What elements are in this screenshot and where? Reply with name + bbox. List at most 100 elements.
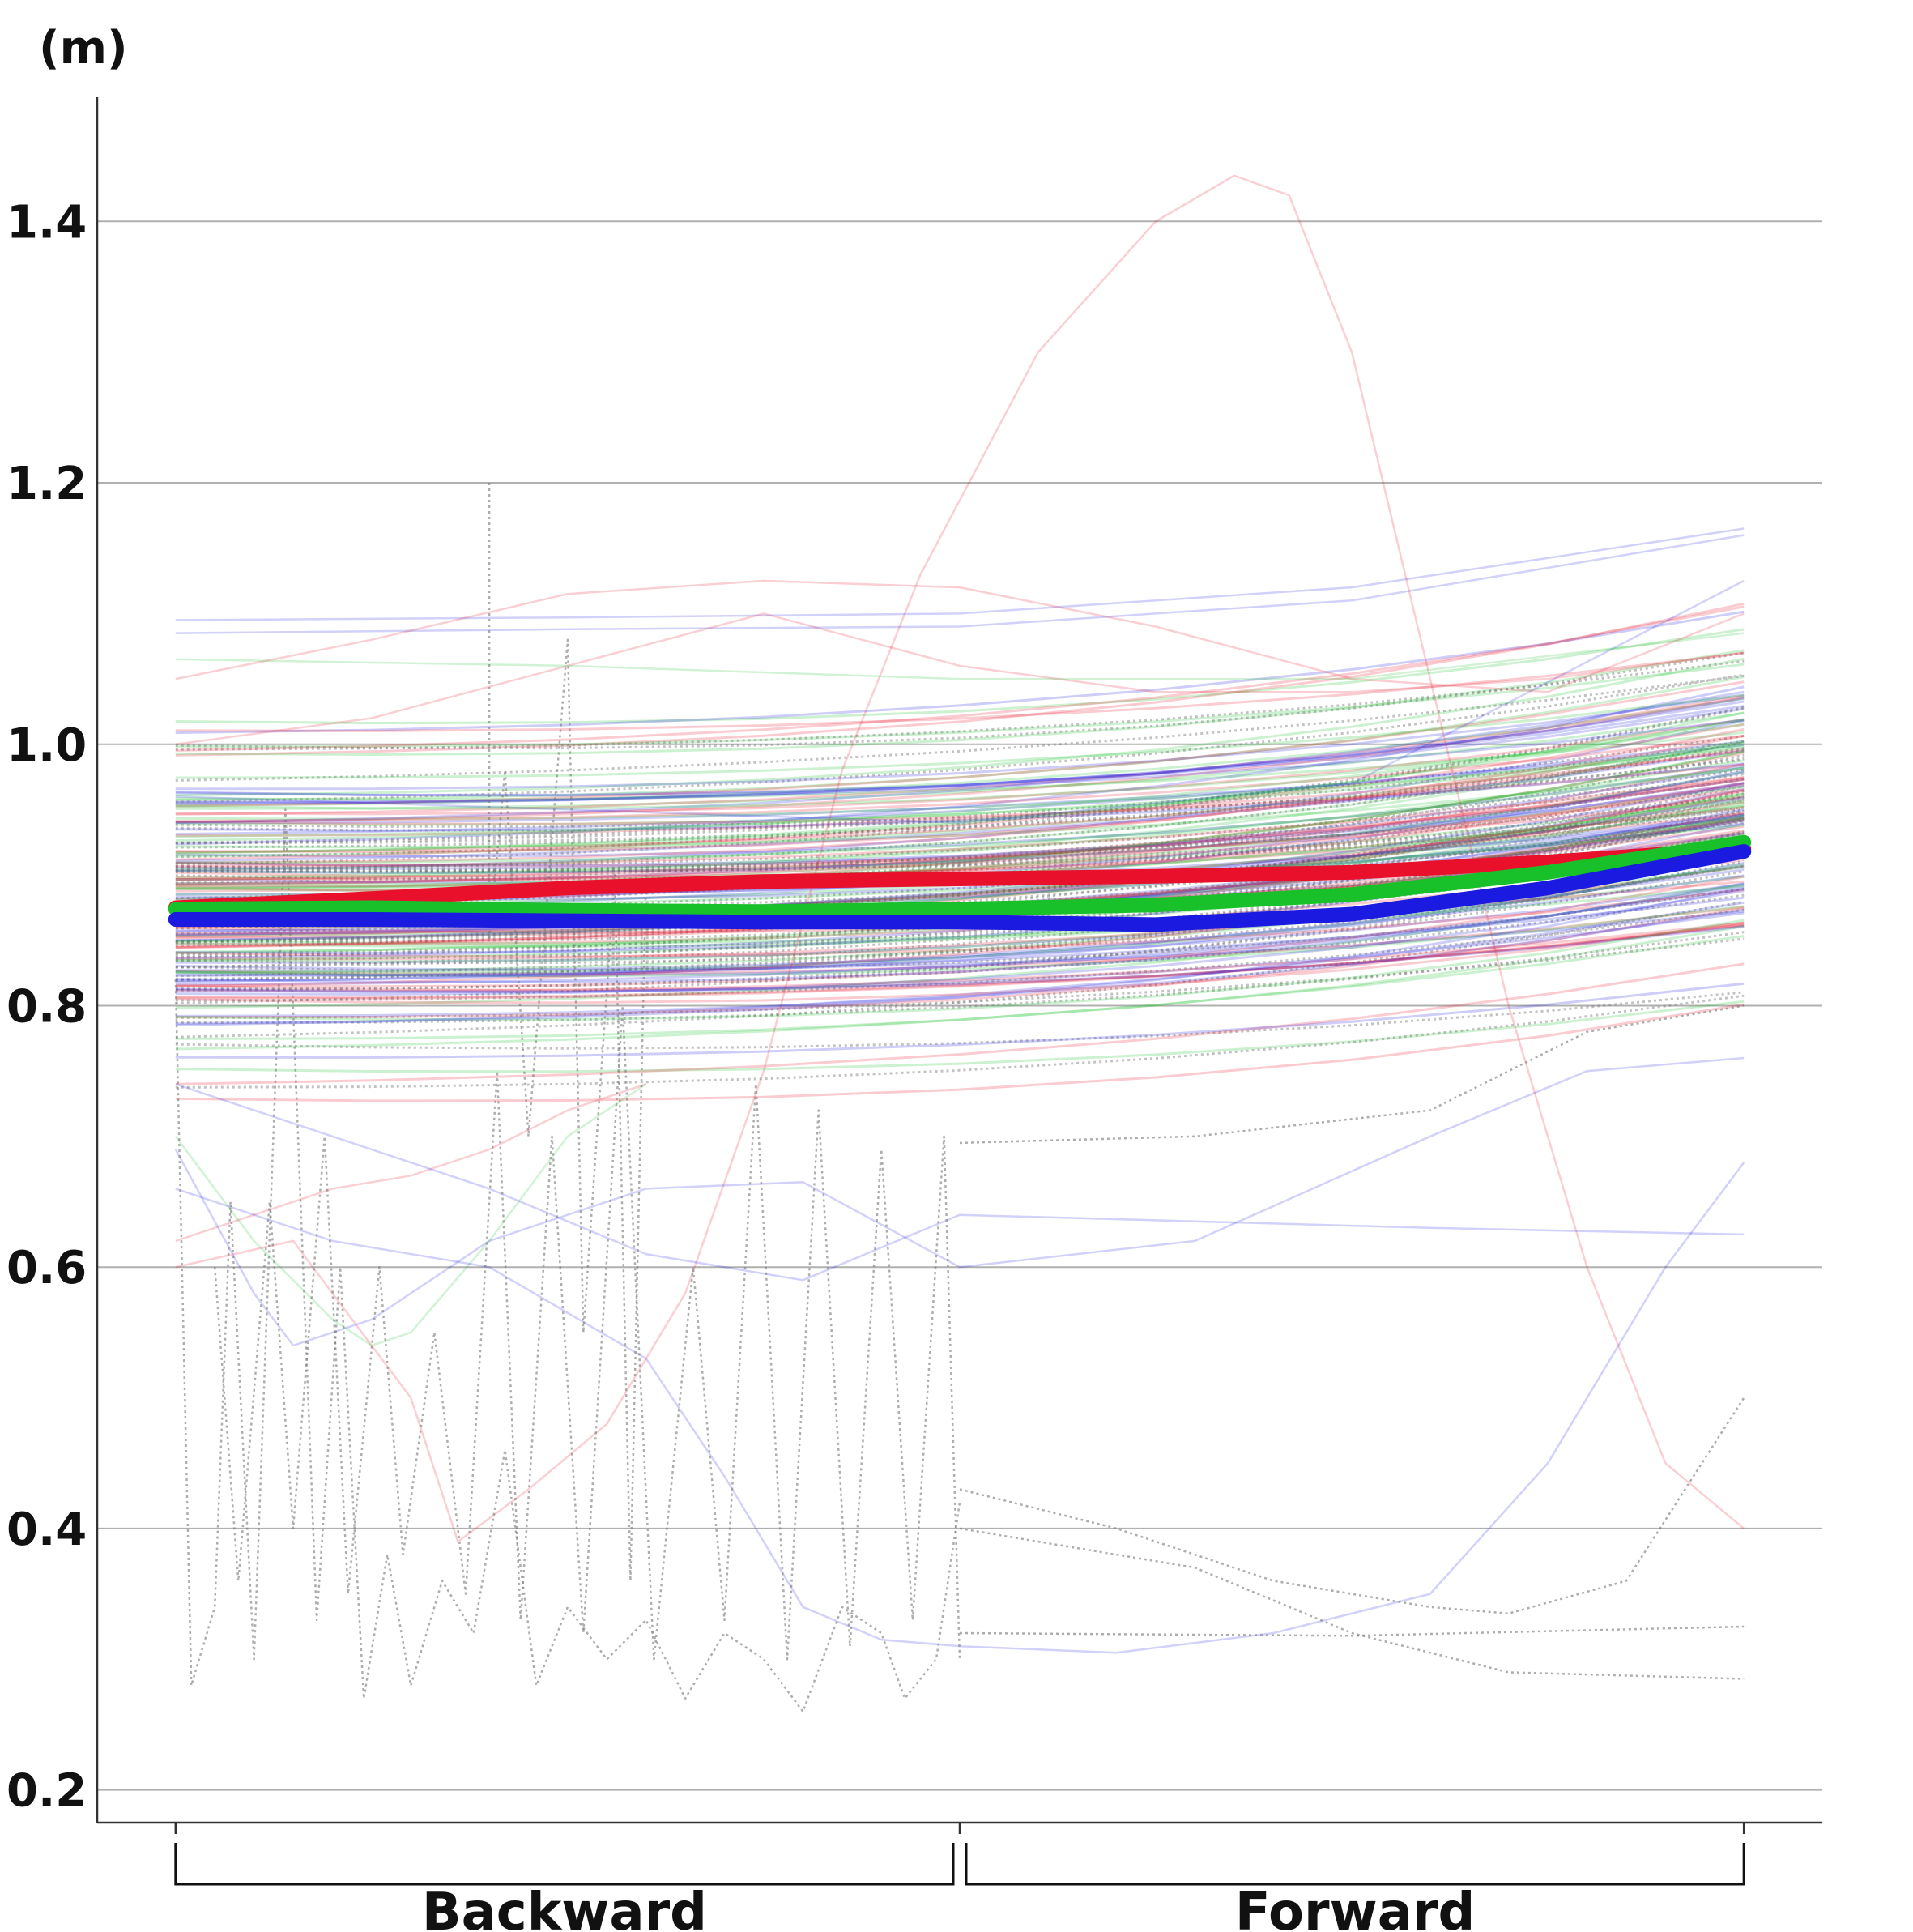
band-trace-183	[175, 798, 1745, 942]
y-tick-label-1: 0.4	[6, 1503, 87, 1556]
band-trace-111	[175, 758, 1745, 829]
band-trace-38	[175, 910, 1745, 971]
band-trace-168	[175, 651, 1745, 732]
band-trace-210	[175, 982, 1745, 1059]
band-trace-24	[175, 812, 1745, 879]
trace-18	[213, 1004, 961, 1661]
trace-6	[175, 1083, 647, 1243]
band-trace-126	[175, 864, 1745, 983]
band-trace-75	[175, 812, 1745, 872]
band-trace-107	[175, 777, 1745, 870]
phase-label-1: Forward	[1235, 1883, 1475, 1932]
band-trace-28	[175, 923, 1745, 1000]
mean-lines	[168, 834, 1752, 932]
band-trace-143	[175, 908, 1745, 1002]
band-trace-1	[175, 740, 1745, 879]
band-trace-189	[175, 885, 1745, 945]
trace-13	[959, 1397, 1745, 1615]
band-trace-208	[175, 962, 1745, 1085]
y-tick-label-4: 1.0	[6, 719, 87, 772]
band-trace-200	[175, 778, 1745, 881]
band-trace-158	[175, 762, 1745, 832]
band-trace-6	[175, 882, 1745, 972]
band-trace-176	[175, 788, 1745, 885]
band-trace-31	[175, 848, 1745, 957]
band-trace-66	[175, 744, 1745, 825]
band-trace-179	[175, 790, 1745, 945]
band-trace-209	[175, 766, 1745, 864]
band-trace-97	[175, 905, 1745, 978]
band-trace-162	[175, 700, 1745, 804]
band-trace-43	[175, 748, 1745, 844]
band-trace-29	[175, 676, 1745, 801]
band-trace-187	[175, 651, 1745, 750]
band-trace-93	[175, 711, 1745, 854]
band-trace-175	[175, 931, 1745, 1024]
trace-band	[175, 602, 1745, 1102]
band-trace-55	[175, 757, 1745, 849]
band-trace-191	[175, 741, 1745, 872]
band-trace-155	[175, 991, 1745, 1050]
band-trace-127	[175, 893, 1745, 990]
individual-traces	[174, 174, 1745, 1713]
band-trace-86	[175, 705, 1745, 805]
trace-4	[175, 612, 1745, 746]
trace-10	[174, 1056, 1745, 1347]
band-trace-87	[175, 706, 1745, 866]
band-trace-133	[175, 731, 1745, 801]
band-trace-94	[175, 778, 1745, 867]
band-trace-120	[175, 734, 1745, 854]
trace-9	[175, 1083, 1745, 1282]
band-trace-5	[175, 711, 1745, 810]
band-trace-52	[175, 906, 1745, 975]
band-trace-53	[175, 875, 1745, 949]
grid-lines	[97, 220, 1822, 1791]
band-trace-160	[175, 889, 1745, 958]
mean-line-0	[168, 841, 1752, 915]
band-trace-84	[175, 749, 1745, 838]
band-trace-76	[175, 778, 1745, 881]
band-trace-59	[175, 768, 1745, 868]
band-trace-144	[175, 806, 1745, 881]
band-trace-60	[175, 694, 1745, 816]
band-trace-193	[175, 743, 1745, 838]
band-trace-147	[175, 747, 1745, 832]
band-trace-58	[175, 749, 1745, 863]
trace-17	[174, 808, 961, 1713]
band-trace-205	[175, 723, 1745, 810]
band-trace-125	[175, 649, 1745, 757]
band-trace-48	[175, 723, 1745, 861]
band-trace-67	[175, 870, 1745, 1004]
band-trace-47	[175, 792, 1745, 881]
trace-0	[175, 527, 1745, 621]
band-trace-105	[175, 935, 1745, 1051]
band-trace-73	[175, 1000, 1745, 1073]
band-trace-88	[175, 776, 1745, 886]
band-trace-201	[175, 719, 1745, 842]
band-trace-92	[175, 906, 1745, 1019]
trace-15	[959, 1625, 1745, 1637]
band-trace-139	[175, 674, 1745, 782]
band-trace-124	[175, 734, 1745, 823]
band-trace-164	[175, 727, 1745, 864]
y-tick-label-3: 0.8	[6, 980, 87, 1033]
band-trace-95	[175, 900, 1745, 1039]
band-trace-12	[175, 923, 1745, 992]
band-trace-173	[175, 750, 1745, 890]
band-trace-79	[175, 859, 1745, 992]
y-tick-labels: 0.2 0.4 0.6 0.8 1.0 1.2 1.4	[6, 196, 87, 1817]
band-trace-154	[175, 690, 1745, 825]
band-trace-185	[175, 693, 1745, 779]
band-trace-109	[175, 770, 1745, 886]
y-tick-label-0: 0.2	[6, 1765, 87, 1818]
band-trace-2	[175, 765, 1745, 858]
band-trace-117	[175, 628, 1745, 725]
band-trace-121	[175, 744, 1745, 826]
axes	[96, 97, 1822, 1834]
band-trace-13	[175, 883, 1745, 1009]
band-trace-141	[175, 863, 1745, 975]
band-trace-81	[175, 747, 1745, 821]
band-trace-203	[175, 807, 1745, 872]
band-trace-90	[175, 885, 1745, 977]
